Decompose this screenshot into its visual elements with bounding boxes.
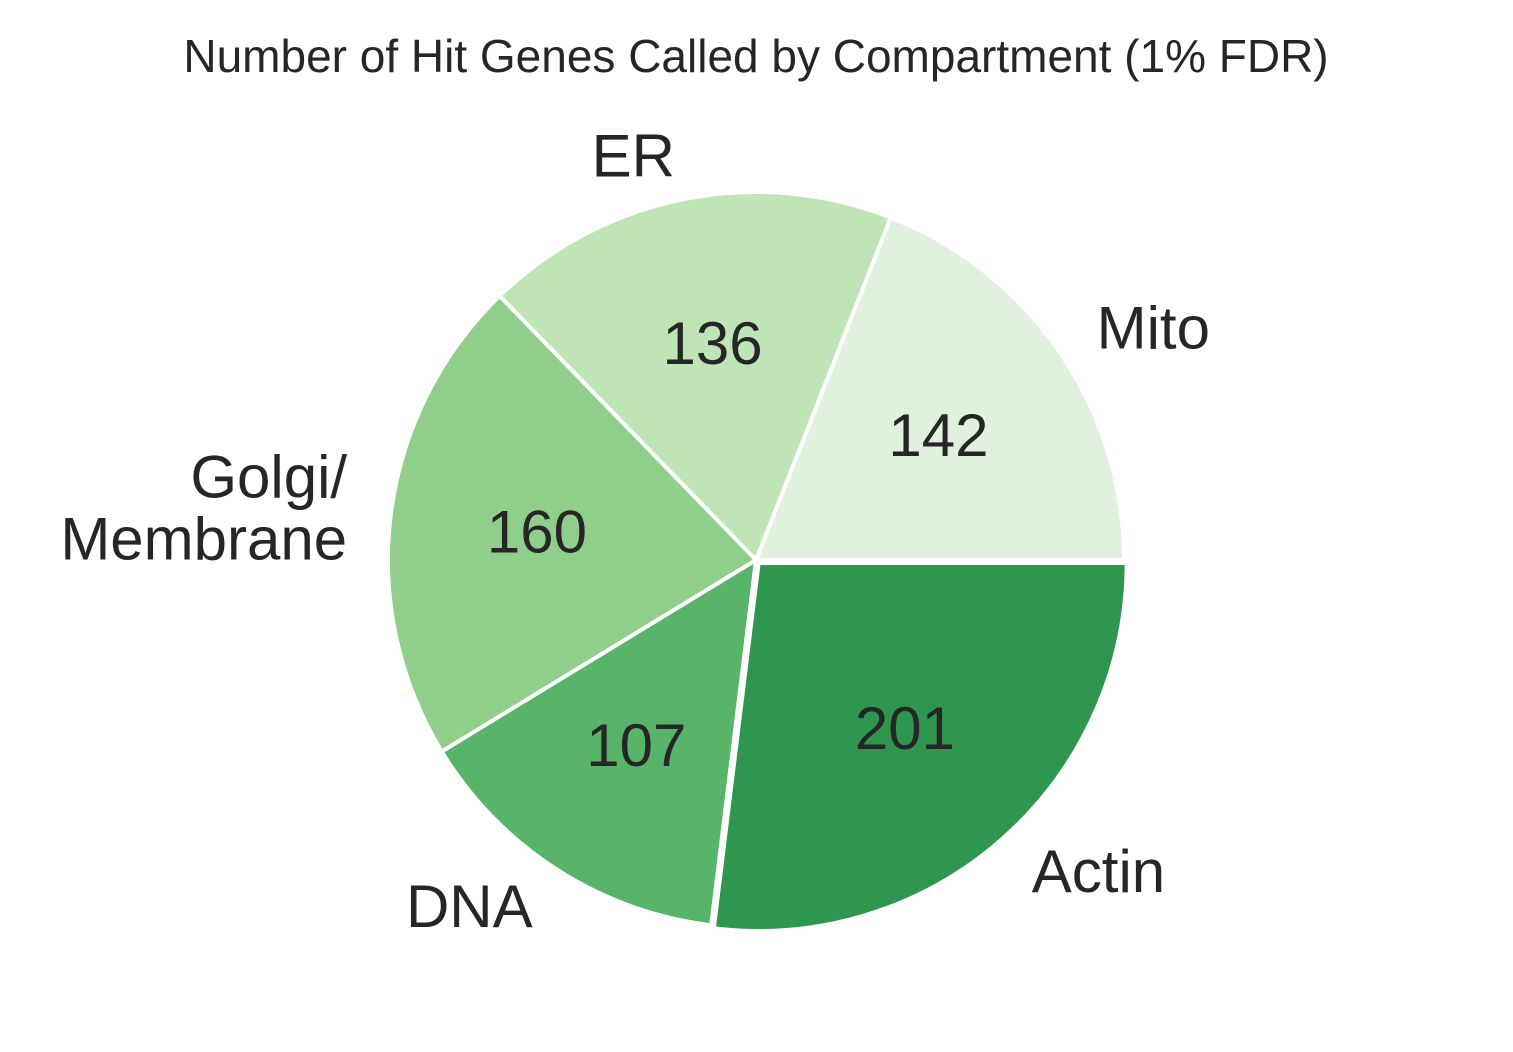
slice-mito xyxy=(754,215,1126,562)
value-label-golgi-membrane: 160 xyxy=(487,499,587,566)
category-label-dna: DNA xyxy=(406,873,533,940)
value-label-dna: 107 xyxy=(586,712,686,779)
value-labels: 142 136 160 107 201 xyxy=(487,310,989,779)
value-label-actin: 201 xyxy=(855,695,955,762)
value-label-er: 136 xyxy=(663,310,763,377)
chart-title: Number of Hit Genes Called by Compartmen… xyxy=(183,30,1328,82)
slice-er xyxy=(497,190,893,562)
category-label-mito: Mito xyxy=(1097,294,1210,361)
category-label-golgi-membrane: Golgi/Membrane xyxy=(60,444,347,573)
category-labels: Mito ER Golgi/Membrane DNA Actin xyxy=(60,122,1210,940)
slice-actin xyxy=(711,560,1129,933)
pie-slices xyxy=(386,190,1129,933)
slice-dna xyxy=(439,558,758,928)
slice-golgi-membrane xyxy=(386,293,758,754)
category-label-er: ER xyxy=(592,122,675,189)
value-label-mito: 142 xyxy=(888,402,988,469)
category-label-actin: Actin xyxy=(1032,838,1165,905)
